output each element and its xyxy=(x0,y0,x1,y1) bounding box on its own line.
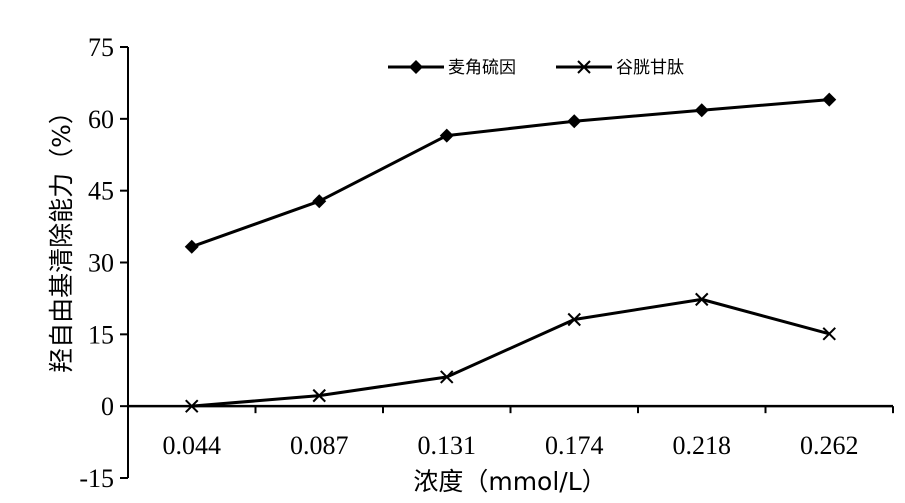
data-point xyxy=(822,327,836,341)
data-point xyxy=(567,114,582,129)
data-point xyxy=(694,103,709,118)
data-point xyxy=(695,292,709,307)
series-lines xyxy=(184,92,837,413)
y-axis-label: 羟自由基清除能力（%） xyxy=(47,99,76,373)
data-point xyxy=(185,399,199,413)
legend-item-1: 麦角硫因 xyxy=(388,58,516,78)
legend-label: 谷胱甘肽 xyxy=(616,58,684,78)
legend-item-2: 谷胱甘肽 xyxy=(556,58,684,78)
axes xyxy=(120,46,894,479)
legend-marker xyxy=(577,60,591,74)
data-point xyxy=(312,194,327,209)
data-point xyxy=(439,128,454,143)
x-tick-label: 0.174 xyxy=(545,431,604,460)
y-tick-label: 75 xyxy=(88,33,114,62)
legend-marker xyxy=(409,60,423,74)
y-tick-labels: -15 0 15 30 45 60 75 xyxy=(79,33,114,493)
data-point xyxy=(312,388,326,403)
legend-label: 麦角硫因 xyxy=(448,58,516,78)
data-point xyxy=(567,312,581,327)
x-tick-label: 0.218 xyxy=(673,431,732,460)
legend: 麦角硫因 谷胱甘肽 xyxy=(388,58,684,78)
x-tick-labels: 0.044 0.087 0.131 0.174 0.218 0.262 xyxy=(163,431,859,460)
x-tick-label: 0.131 xyxy=(418,431,477,460)
data-point xyxy=(822,92,837,107)
y-tick-label: 60 xyxy=(88,105,114,134)
series-2 xyxy=(185,292,836,413)
y-tick-label: 15 xyxy=(88,320,114,349)
y-tick-label: 30 xyxy=(88,249,114,278)
x-axis-label: 浓度（mmol/L） xyxy=(413,467,606,496)
data-point xyxy=(440,370,454,384)
y-tick-label: 45 xyxy=(88,177,114,206)
series-2-line xyxy=(191,297,830,408)
data-point xyxy=(184,239,199,254)
x-tick-label: 0.262 xyxy=(800,431,859,460)
y-tick-label: -15 xyxy=(79,464,114,493)
x-tick-label: 0.044 xyxy=(163,431,222,460)
series-1-line xyxy=(191,98,830,249)
y-tick-label: 0 xyxy=(101,392,114,421)
series-1 xyxy=(184,92,837,254)
x-tick-label: 0.087 xyxy=(290,431,349,460)
